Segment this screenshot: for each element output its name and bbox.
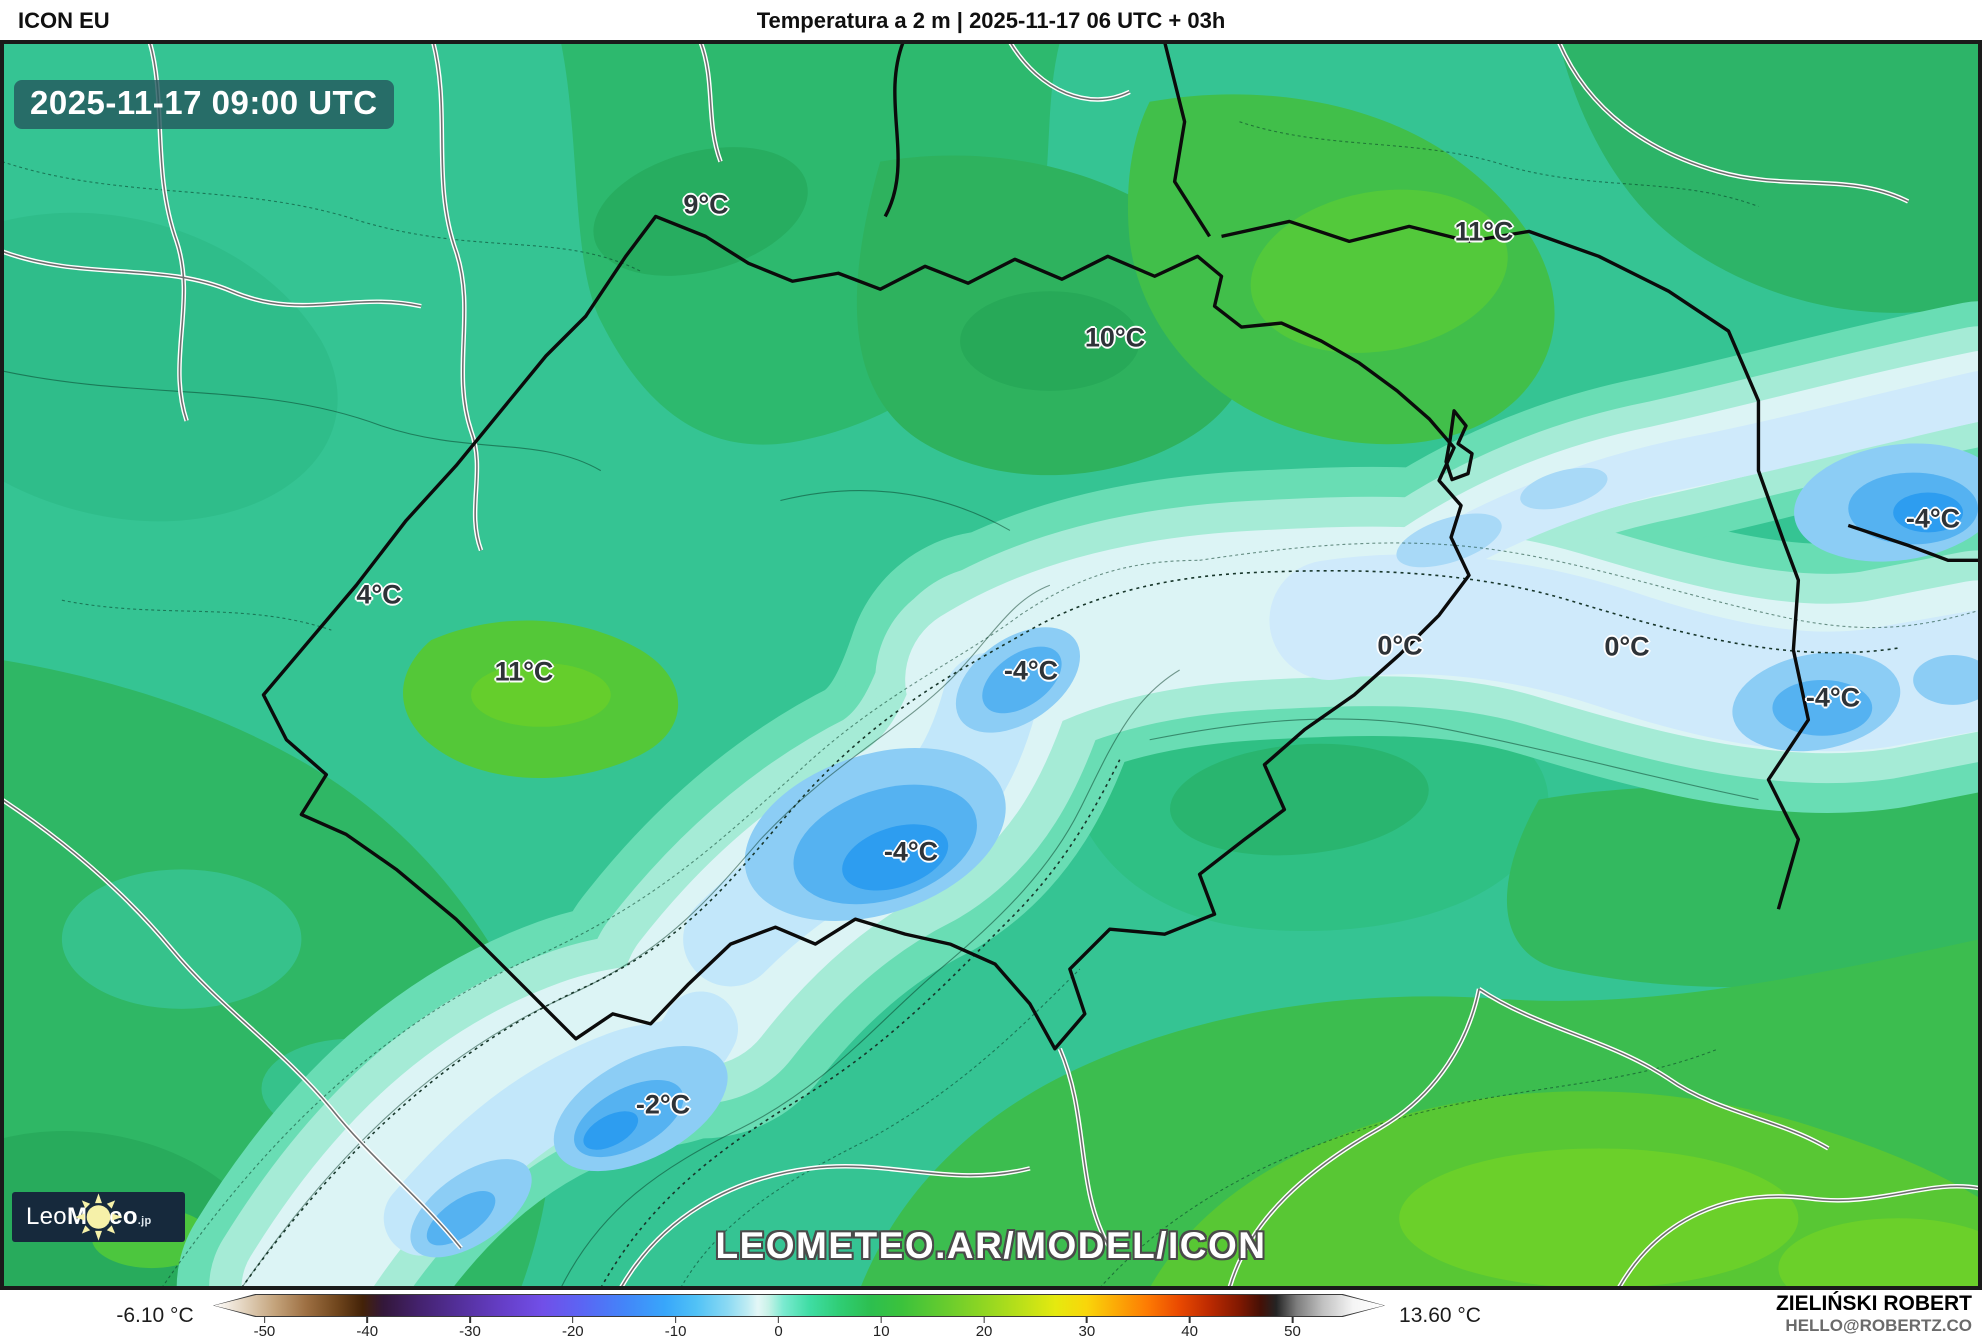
temp-label: -4°C	[1003, 655, 1059, 686]
temp-label: 0°C	[1604, 631, 1650, 662]
temperature-field-svg	[2, 42, 1980, 1288]
logo-text: LeoMeteo.jp	[26, 1203, 152, 1230]
colorbar-gradient	[214, 1295, 1384, 1316]
page-title: Temperatura a 2 m | 2025-11-17 06 UTC + …	[756, 8, 1226, 33]
colorbar-tick: 40	[1181, 1317, 1198, 1338]
contour-lines	[2, 121, 1980, 1288]
temp-label: 10°C	[1084, 322, 1146, 353]
temp-label: -2°C	[635, 1089, 691, 1120]
temp-label: 11°C	[494, 656, 554, 687]
leometeo-logo: LeoMeteo.jp	[12, 1192, 185, 1242]
temp-label: -4°C	[1905, 503, 1961, 534]
colorbar-tick: 20	[976, 1317, 992, 1338]
header-bar: ICON EU Temperatura a 2 m | 2025-11-17 0…	[0, 0, 1982, 40]
credit-contact: HELLO@ROBERTZ.CO	[1785, 1316, 1972, 1335]
colorbar-tick: -40	[356, 1317, 378, 1338]
weather-map: 2025-11-17 09:00 UTC 9°C 11°C 10°C -4°C 4°C 0…	[0, 40, 1982, 1290]
timestamp-badge: 2025-11-17 09:00 UTC	[14, 80, 394, 129]
colorbar	[213, 1294, 1385, 1317]
colorbar-ticks: -50 -40 -30 -20 -10 0 10 20 30 40 50	[213, 1317, 1385, 1338]
watermark: LEOMETEO.AR/MODEL/ICON	[715, 1225, 1267, 1266]
colorbar-tick: 0	[774, 1317, 783, 1338]
colorbar-tick: -30	[459, 1317, 481, 1338]
temp-label: 11°C	[1454, 216, 1514, 247]
colorbar-min-value: -6.10 °C	[116, 1304, 194, 1327]
map-frame	[2, 42, 1980, 1288]
temp-label: -4°C	[1805, 682, 1861, 713]
colorbar-max-value: 13.60 °C	[1399, 1304, 1481, 1327]
temp-label: -4°C	[883, 836, 939, 867]
model-name: ICON EU	[18, 8, 110, 33]
colorbar-tick: -10	[665, 1317, 686, 1338]
temp-label: 9°C	[683, 189, 729, 220]
national-borders	[261, 42, 1980, 1051]
colorbar-tick: 30	[1078, 1317, 1095, 1338]
colorbar-tick: 50	[1284, 1317, 1301, 1338]
colorbar-tick: 10	[873, 1317, 890, 1338]
colorbar-tick: -20	[562, 1317, 584, 1338]
colorbar-footer: -6.10 °C -50 -40 -30 -20 -10 0 10 20 30 40 50 13.6…	[0, 1290, 1982, 1338]
temp-label: 4°C	[356, 579, 402, 610]
temp-label: 0°C	[1377, 630, 1423, 661]
colorbar-tick: -50	[254, 1317, 275, 1338]
credit-author: ZIELIŃSKI ROBERT	[1775, 1292, 1972, 1315]
regional-borders	[2, 42, 1980, 1288]
cold-band	[176, 301, 1980, 1288]
sun-icon	[74, 1193, 123, 1241]
